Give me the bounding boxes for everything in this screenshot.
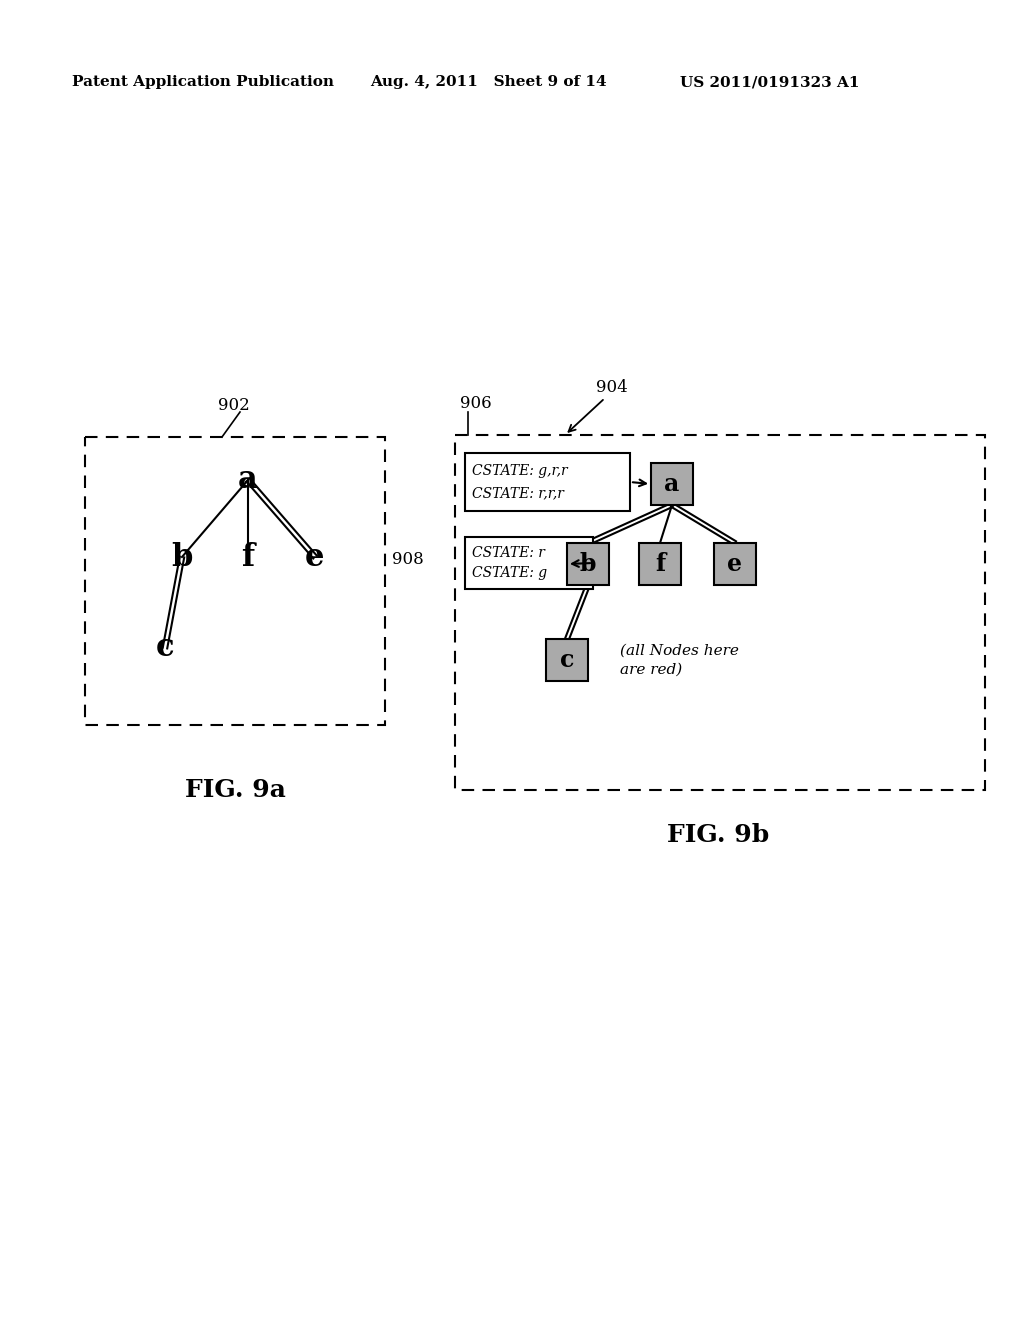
Text: CSTATE: g: CSTATE: g (472, 566, 547, 579)
Text: 902: 902 (218, 396, 250, 413)
Text: 904: 904 (596, 380, 628, 396)
Bar (455, 436, 985, 789)
Text: US 2011/0191323 A1: US 2011/0191323 A1 (680, 75, 859, 88)
Text: (all Nodes here
are red): (all Nodes here are red) (620, 643, 739, 677)
Text: c: c (156, 632, 174, 664)
Text: f: f (242, 541, 255, 573)
Text: Patent Application Publication: Patent Application Publication (72, 75, 334, 88)
Text: CSTATE: g,r,r: CSTATE: g,r,r (472, 465, 567, 478)
Bar (465, 537, 593, 589)
Text: 908: 908 (392, 552, 424, 569)
Bar (651, 463, 693, 506)
Bar (639, 543, 681, 585)
Text: Aug. 4, 2011   Sheet 9 of 14: Aug. 4, 2011 Sheet 9 of 14 (370, 75, 606, 88)
Bar (85, 437, 385, 725)
Text: c: c (560, 648, 574, 672)
Text: f: f (655, 552, 665, 576)
Text: b: b (580, 552, 596, 576)
Text: FIG. 9b: FIG. 9b (667, 822, 769, 847)
Bar (567, 543, 609, 585)
Text: 906: 906 (460, 396, 492, 412)
Text: e: e (727, 552, 742, 576)
Text: a: a (665, 473, 680, 496)
Text: CSTATE: r,r,r: CSTATE: r,r,r (472, 486, 564, 500)
Text: FIG. 9a: FIG. 9a (184, 777, 286, 803)
Text: CSTATE: r: CSTATE: r (472, 546, 545, 560)
Bar (714, 543, 756, 585)
Text: b: b (171, 541, 193, 573)
Text: a: a (239, 465, 258, 495)
Bar (465, 453, 630, 511)
Bar (546, 639, 588, 681)
Text: e: e (305, 541, 325, 573)
